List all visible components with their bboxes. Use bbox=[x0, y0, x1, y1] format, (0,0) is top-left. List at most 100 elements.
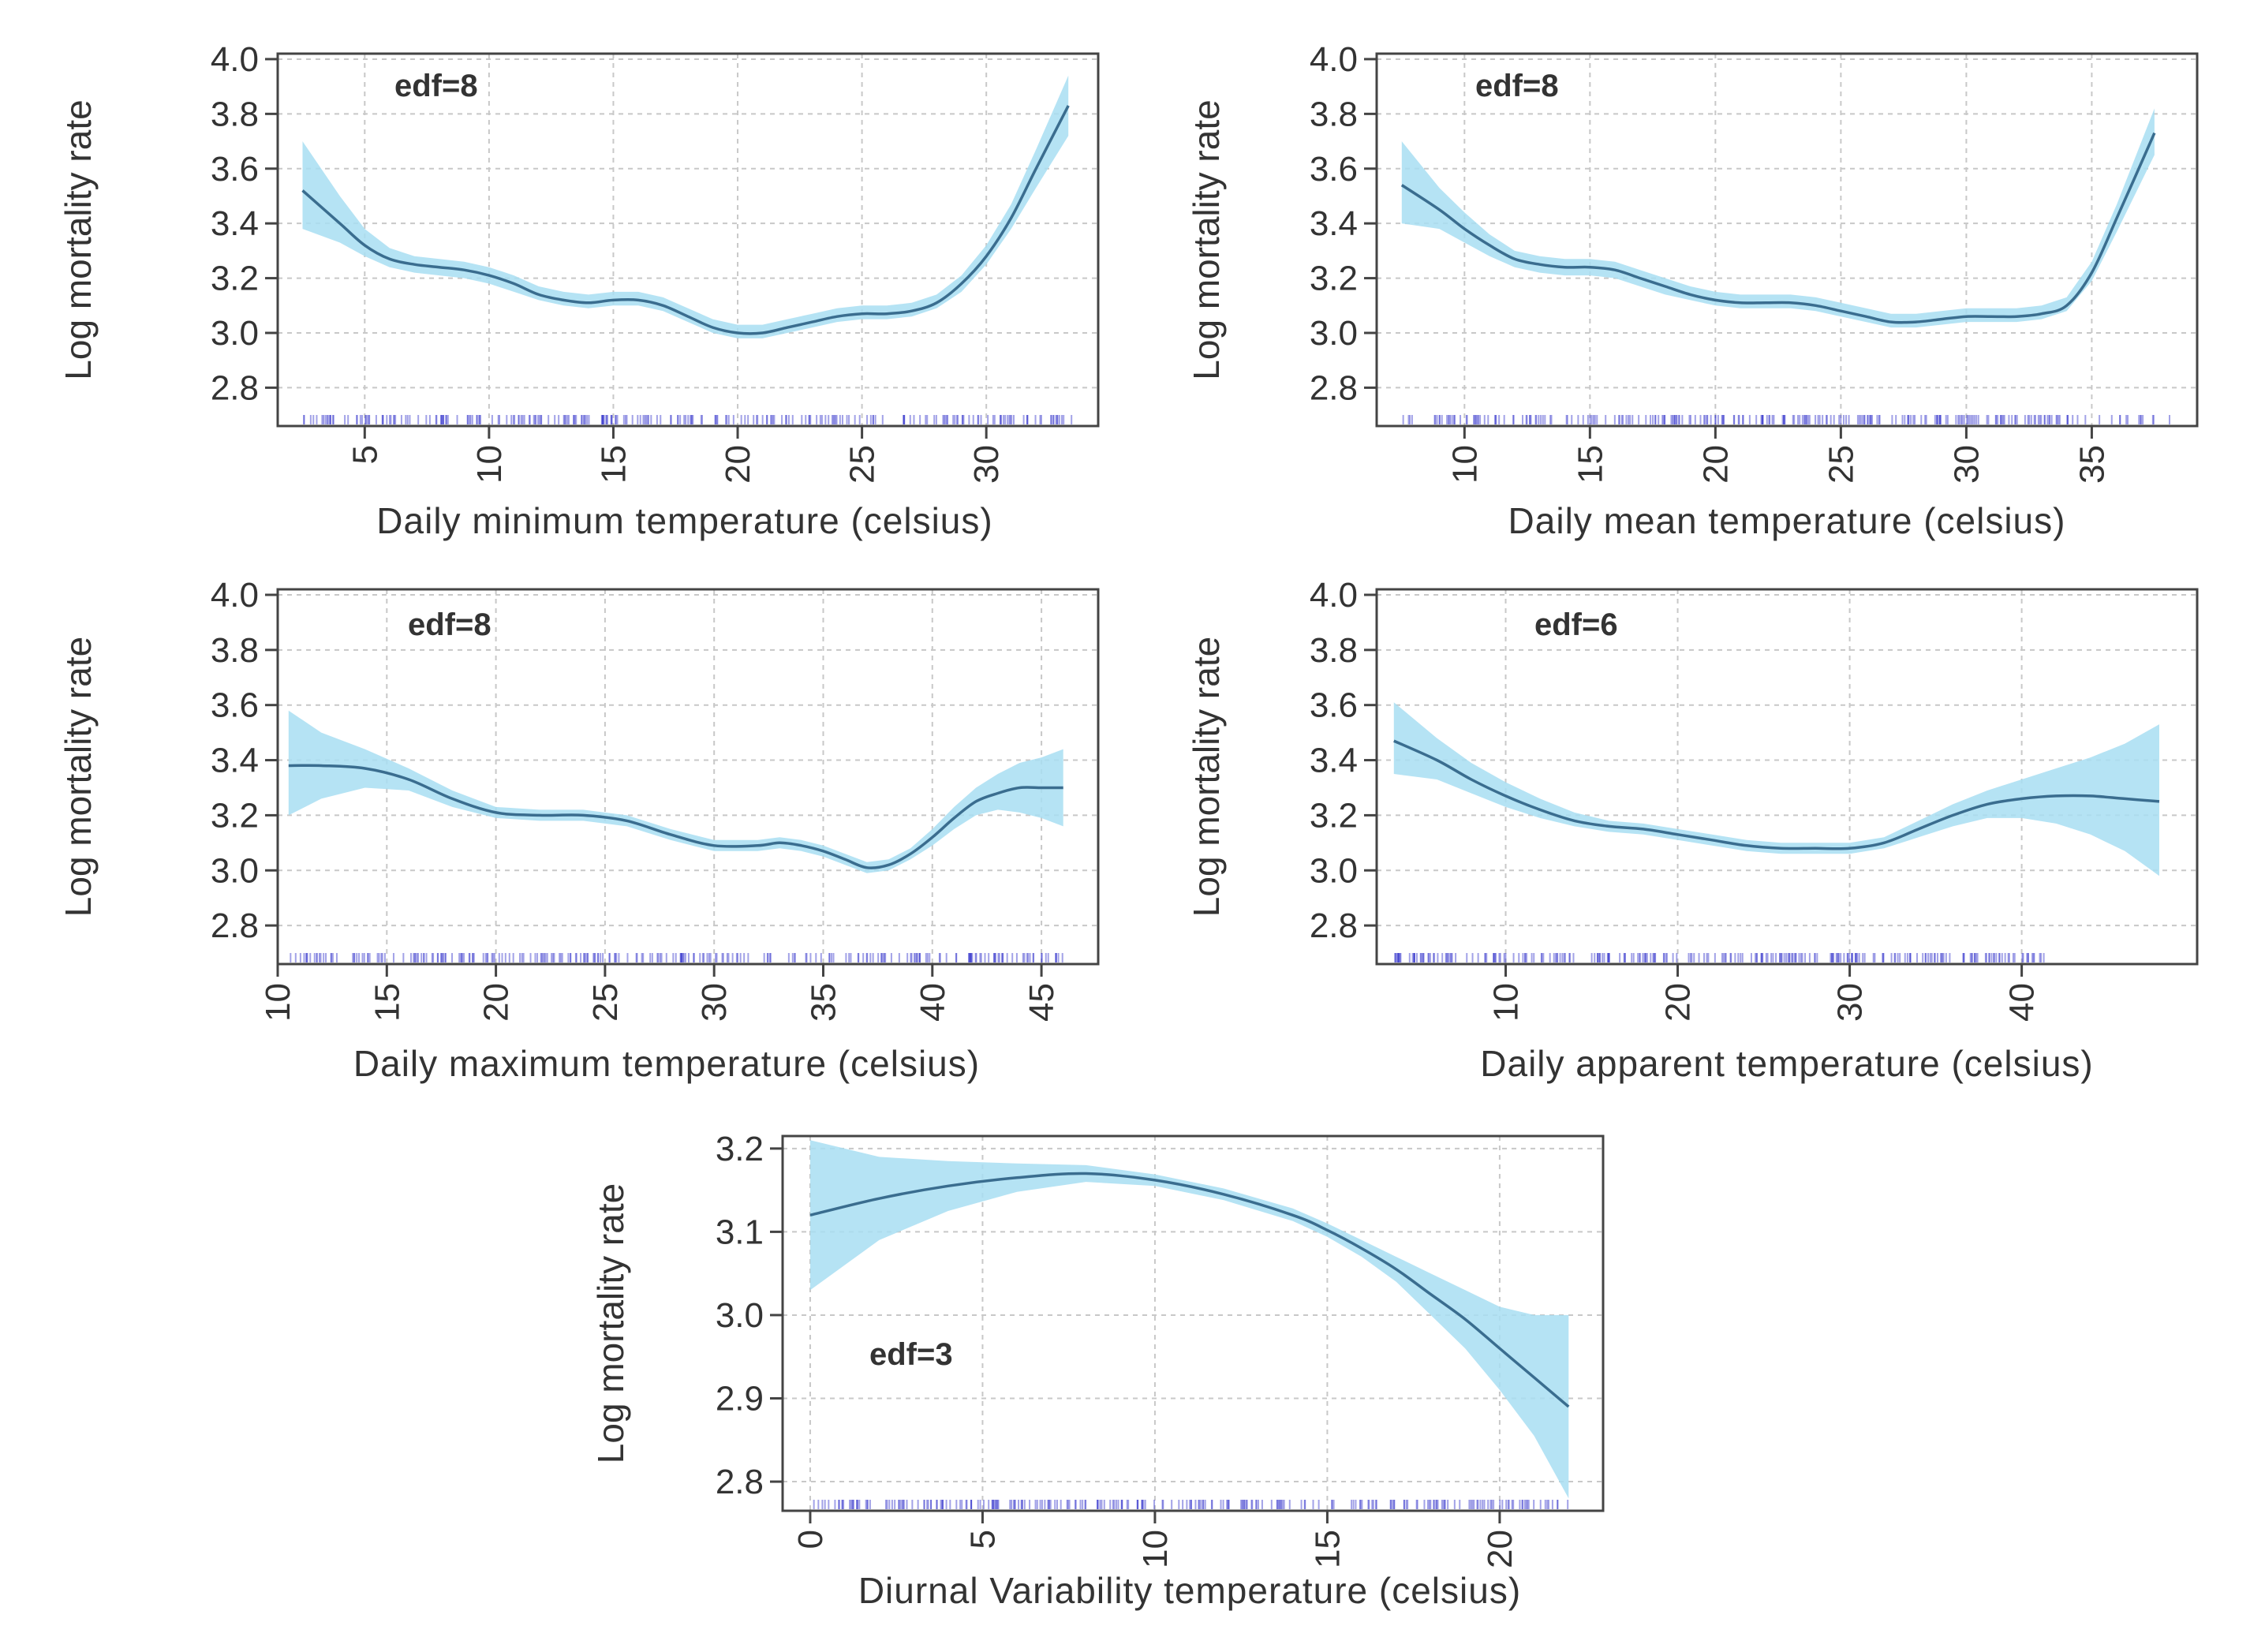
edf-annotation: edf=8 bbox=[394, 69, 478, 103]
x-tick-label: 20 bbox=[1659, 983, 1698, 1022]
y-tick-label: 3.0 bbox=[211, 851, 259, 890]
panel-daily-minimum: 2.8 3.0 3.2 3.4 3.6 3.8 4.0 5 10 15 20 25 30 Daily mi… bbox=[58, 40, 1100, 541]
x-tick-label: 10 bbox=[1136, 1530, 1175, 1568]
x-tick-label: 0 bbox=[791, 1530, 830, 1549]
y-tick-label: 3.0 bbox=[716, 1296, 764, 1335]
x-tick-label: 30 bbox=[967, 445, 1006, 484]
y-tick-label: 3.2 bbox=[716, 1130, 764, 1168]
y-tick-label: 2.8 bbox=[1310, 906, 1358, 945]
x-tick-label: 10 bbox=[1445, 445, 1484, 484]
x-tick-label: 30 bbox=[1947, 445, 1986, 484]
rug-marks bbox=[303, 415, 1073, 424]
y-tick-label: 2.9 bbox=[716, 1380, 764, 1418]
y-axis-label: Log mortality rate bbox=[58, 637, 99, 917]
y-tick-label: 2.8 bbox=[716, 1463, 764, 1501]
y-tick-label: 3.2 bbox=[211, 796, 259, 835]
plot-frame bbox=[781, 1134, 1605, 1512]
x-tick-label: 30 bbox=[1831, 983, 1870, 1022]
y-tick-label: 3.4 bbox=[211, 204, 259, 243]
fitted-curve bbox=[301, 105, 1070, 335]
x-tick-label: 20 bbox=[1696, 445, 1735, 484]
x-tick-label: 20 bbox=[719, 445, 757, 484]
confidence-band bbox=[1393, 702, 2159, 876]
confidence-band bbox=[302, 75, 1069, 338]
y-tick-label: 3.8 bbox=[211, 631, 259, 670]
fitted-curve bbox=[1393, 739, 2160, 850]
panel-daily-maximum: 2.8 3.0 3.2 3.4 3.6 3.8 4.0 10 15 20 25 30 35 40 45 Dai… bbox=[58, 576, 1100, 1084]
y-tick-label: 2.8 bbox=[1310, 368, 1358, 407]
x-tick-label: 35 bbox=[804, 983, 843, 1022]
panel-daily-apparent: 2.8 3.0 3.2 3.4 3.6 3.8 4.0 10 20 30 40 Daily appar… bbox=[1186, 576, 2199, 1084]
y-tick-label: 3.4 bbox=[211, 742, 259, 780]
rug-marks bbox=[1402, 415, 2171, 424]
y-tick-label: 2.8 bbox=[211, 906, 259, 945]
y-tick-label: 3.4 bbox=[1310, 742, 1358, 780]
x-tick-label: 5 bbox=[963, 1530, 1002, 1549]
x-axis-label: Diurnal Variability temperature (celsius… bbox=[858, 1570, 1521, 1611]
rug-marks bbox=[290, 953, 1063, 962]
x-tick-label: 20 bbox=[1481, 1530, 1519, 1568]
x-tick-label: 25 bbox=[586, 983, 625, 1022]
rug-marks bbox=[1394, 953, 2045, 962]
y-tick-label: 3.2 bbox=[1310, 260, 1358, 298]
fitted-curve bbox=[288, 764, 1063, 869]
x-axis-label: Daily minimum temperature (celsius) bbox=[376, 500, 992, 541]
y-tick-label: 3.4 bbox=[1310, 204, 1358, 243]
plot-frame bbox=[1375, 52, 2199, 428]
plot-frame bbox=[276, 52, 1100, 428]
x-tick-label: 30 bbox=[695, 983, 734, 1022]
x-axis-label: Daily mean temperature (celsius) bbox=[1508, 500, 2066, 541]
x-tick-label: 40 bbox=[914, 983, 952, 1022]
x-axis-label: Daily apparent temperature (celsius) bbox=[1480, 1043, 2093, 1084]
x-tick-label: 40 bbox=[2003, 983, 2042, 1022]
y-axis-label: Log mortality rate bbox=[58, 99, 99, 379]
x-tick-label: 10 bbox=[1487, 983, 1526, 1022]
edf-annotation: edf=8 bbox=[408, 607, 491, 642]
plot-frame bbox=[1375, 588, 2199, 966]
y-axis-label: Log mortality rate bbox=[590, 1183, 631, 1463]
x-tick-label: 25 bbox=[843, 445, 882, 484]
x-tick-label: 10 bbox=[470, 445, 509, 484]
fitted-curve bbox=[809, 1172, 1570, 1408]
confidence-band bbox=[1401, 108, 2155, 328]
x-tick-label: 15 bbox=[1308, 1530, 1347, 1568]
confidence-band bbox=[810, 1140, 1569, 1499]
x-tick-label: 45 bbox=[1022, 983, 1061, 1022]
edf-annotation: edf=3 bbox=[869, 1337, 953, 1372]
x-tick-label: 35 bbox=[2073, 445, 2111, 484]
y-tick-label: 3.0 bbox=[1310, 851, 1358, 890]
x-tick-label: 25 bbox=[1822, 445, 1860, 484]
edf-annotation: edf=8 bbox=[1475, 69, 1559, 103]
x-tick-label: 5 bbox=[346, 445, 384, 464]
y-tick-label: 3.2 bbox=[1310, 796, 1358, 835]
x-tick-label: 10 bbox=[259, 983, 297, 1022]
y-tick-label: 4.0 bbox=[1310, 40, 1358, 79]
y-tick-label: 3.0 bbox=[211, 314, 259, 353]
y-tick-label: 3.6 bbox=[211, 686, 259, 725]
y-axis-label: Log mortality rate bbox=[1186, 637, 1227, 917]
y-tick-label: 3.8 bbox=[1310, 631, 1358, 670]
y-tick-label: 3.8 bbox=[211, 95, 259, 133]
confidence-band bbox=[288, 710, 1063, 873]
x-axis-label: Daily maximum temperature (celsius) bbox=[353, 1043, 980, 1084]
x-tick-label: 15 bbox=[1571, 445, 1609, 484]
y-tick-label: 3.1 bbox=[716, 1213, 764, 1251]
edf-annotation: edf=6 bbox=[1534, 607, 1618, 642]
y-tick-label: 4.0 bbox=[211, 576, 259, 615]
y-tick-label: 4.0 bbox=[1310, 576, 1358, 615]
x-tick-label: 15 bbox=[368, 983, 406, 1022]
y-tick-label: 3.2 bbox=[211, 260, 259, 298]
x-tick-label: 20 bbox=[477, 983, 516, 1022]
y-tick-label: 2.8 bbox=[211, 368, 259, 407]
y-tick-label: 3.8 bbox=[1310, 95, 1358, 133]
y-tick-label: 3.6 bbox=[1310, 686, 1358, 725]
y-tick-label: 3.6 bbox=[211, 150, 259, 189]
plot-frame bbox=[276, 588, 1100, 966]
y-tick-label: 3.6 bbox=[1310, 150, 1358, 189]
fitted-curve bbox=[1400, 132, 2156, 324]
y-tick-label: 3.0 bbox=[1310, 314, 1358, 353]
x-tick-label: 15 bbox=[594, 445, 633, 484]
